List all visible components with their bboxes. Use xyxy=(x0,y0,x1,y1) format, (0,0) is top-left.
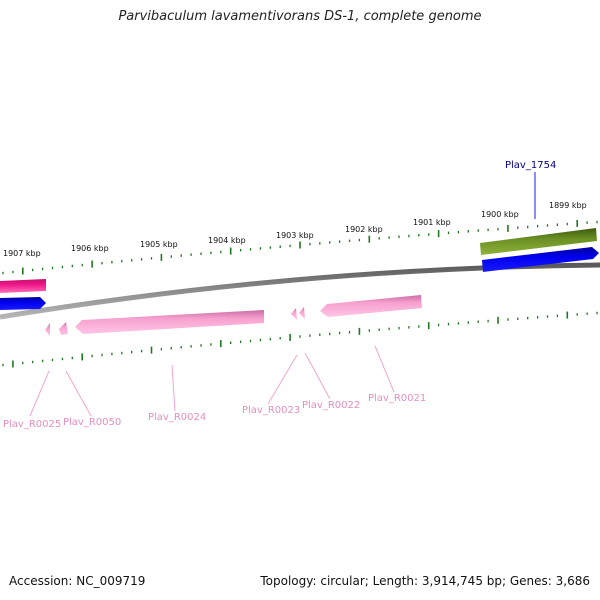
gene-label-plav-1754[interactable]: Plav_1754 xyxy=(505,160,556,171)
topology-text: Topology: circular; Length: 3,914,745 bp… xyxy=(260,574,590,588)
gene-plav-r0022-arrow[interactable] xyxy=(299,307,305,319)
tick-label-1904: 1904 kbp xyxy=(208,236,246,245)
gene-plav-1754-arrow[interactable] xyxy=(482,247,599,272)
tick-label-1905: 1905 kbp xyxy=(140,240,178,249)
gene-label-plav-r0023[interactable]: Plav_R0023 xyxy=(242,405,300,416)
tick-label-1899: 1899 kbp xyxy=(549,201,587,210)
tick-label-1907: 1907 kbp xyxy=(3,249,41,258)
gene-label-plav-r0022[interactable]: Plav_R0022 xyxy=(302,400,360,411)
gene-plav-r0050-arrow[interactable] xyxy=(59,322,68,335)
kbp-labels: 1907 kbp 1906 kbp 1905 kbp 1904 kbp 1903… xyxy=(3,201,587,258)
left-magenta-feature[interactable] xyxy=(0,279,46,293)
gene-label-plav-r0021[interactable]: Plav_R0021 xyxy=(368,393,426,404)
leader-lines xyxy=(29,172,536,417)
gene-plav-r0024-arrow[interactable] xyxy=(75,310,264,334)
gene-plav-r0021-arrow[interactable] xyxy=(320,295,422,317)
genome-backbone xyxy=(0,262,600,320)
tick-label-1906: 1906 kbp xyxy=(71,244,109,253)
tick-label-1902: 1902 kbp xyxy=(345,225,383,234)
gene-label-plav-r0025[interactable]: Plav_R0025 xyxy=(3,419,61,430)
left-blue-feature[interactable] xyxy=(0,297,46,310)
tick-label-1903: 1903 kbp xyxy=(276,231,314,240)
gene-label-plav-r0024[interactable]: Plav_R0024 xyxy=(148,412,206,423)
map-title: Parvibaculum lavamentivorans DS-1, compl… xyxy=(118,9,482,24)
tick-label-1900: 1900 kbp xyxy=(481,210,519,219)
reverse-tick-marks xyxy=(2,311,598,368)
forward-tick-marks xyxy=(2,219,598,275)
tick-label-1901: 1901 kbp xyxy=(413,218,451,227)
gene-label-plav-r0050[interactable]: Plav_R0050 xyxy=(63,417,121,428)
gene-plav-r0023-arrow[interactable] xyxy=(291,308,297,320)
gene-olive-feature[interactable] xyxy=(480,228,597,255)
gene-plav-r0025-arrow[interactable] xyxy=(45,323,50,336)
accession-text: Accession: NC_009719 xyxy=(9,574,146,588)
